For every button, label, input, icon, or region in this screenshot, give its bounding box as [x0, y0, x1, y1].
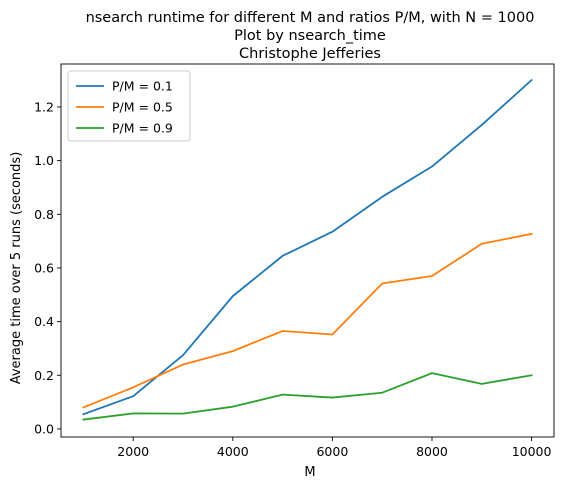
- y-tick-label: 0.4: [34, 314, 54, 329]
- y-tick-label: 0.8: [34, 207, 54, 222]
- series-line-2: [82, 232, 533, 409]
- series-line-3: [82, 372, 533, 421]
- legend-label-3: P/M = 0.9: [112, 121, 173, 136]
- title-line-3: Christophe Jefferies: [239, 46, 381, 62]
- legend-label-2: P/M = 0.5: [112, 100, 173, 115]
- y-tick-label: 1.2: [34, 99, 54, 114]
- y-tick-label: 1.0: [34, 153, 54, 168]
- y-tick-label: 0.6: [34, 260, 54, 275]
- legend-box: [67, 70, 191, 142]
- x-tick-label: 2000: [117, 444, 149, 459]
- x-tick-label: 10000: [512, 444, 552, 459]
- x-axis-label: M: [304, 465, 315, 480]
- x-tick-label: 8000: [416, 444, 448, 459]
- x-tick-label: 4000: [217, 444, 249, 459]
- title-line-2: Plot by nsearch_time: [234, 28, 386, 44]
- x-tick-label: 6000: [316, 444, 348, 459]
- y-tick-label: 0.0: [34, 421, 54, 436]
- plot-area: 2000 4000 6000 8000 10000 0.0 0.2 0.4 0.6 0.8 1.0 1…: [34, 63, 555, 459]
- title-line-1: nsearch runtime for different M and rati…: [86, 10, 535, 26]
- y-tick-label: 0.2: [34, 368, 54, 383]
- legend-label-1: P/M = 0.1: [112, 79, 173, 94]
- axes-frame: [60, 63, 555, 438]
- y-axis-label: Average time over 5 runs (seconds): [9, 152, 24, 385]
- chart-title: nsearch runtime for different M and rati…: [86, 10, 535, 62]
